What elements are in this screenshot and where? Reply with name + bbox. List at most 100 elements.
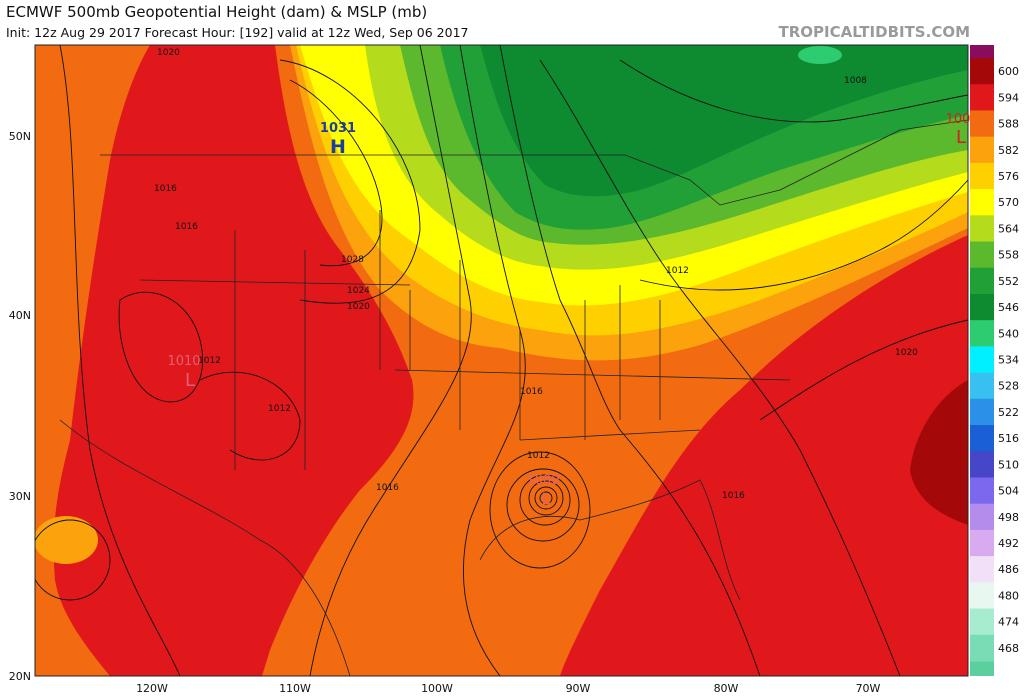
isobar-label: 1016 bbox=[154, 184, 177, 194]
colorbar-label: 600 bbox=[998, 65, 1019, 78]
colorbar-label: 480 bbox=[998, 589, 1019, 602]
colorbar-swatch bbox=[970, 372, 994, 400]
isobar bbox=[489, 451, 591, 569]
pressure-value: 1010 bbox=[167, 354, 200, 369]
pressure-letter: L bbox=[956, 127, 966, 148]
height-field bbox=[910, 380, 968, 525]
colorbar-swatch bbox=[970, 398, 994, 426]
colorbar-swatch bbox=[970, 425, 994, 452]
colorbar-label: 498 bbox=[998, 511, 1019, 524]
isobar bbox=[519, 474, 571, 526]
lat-label: 20N bbox=[9, 670, 31, 683]
pressure-value: 1000 bbox=[526, 473, 559, 488]
isobar bbox=[506, 468, 580, 542]
border bbox=[139, 210, 791, 470]
isobar bbox=[459, 45, 526, 676]
lon-label: 100W bbox=[421, 682, 453, 695]
lat-label: 30N bbox=[9, 490, 31, 503]
colorbar-swatch bbox=[970, 608, 994, 636]
subtitle: Init: 12z Aug 29 2017 Forecast Hour: [19… bbox=[6, 25, 469, 40]
colorbar-label: 510 bbox=[998, 458, 1019, 471]
lon-label: 110W bbox=[279, 682, 311, 695]
colorbar-swatch bbox=[970, 556, 994, 583]
colorbar-swatch bbox=[970, 110, 994, 138]
colorbar-label: 468 bbox=[998, 642, 1019, 655]
isobar bbox=[528, 480, 564, 516]
colorbar-label: 522 bbox=[998, 406, 1019, 419]
border bbox=[100, 119, 968, 206]
isobar-label: 1012 bbox=[198, 356, 221, 366]
colorbar-label: 570 bbox=[998, 196, 1019, 209]
colorbar-label: 528 bbox=[998, 380, 1019, 393]
site-name: TROPICALTIDBITS.COM bbox=[779, 23, 971, 41]
isobar bbox=[639, 179, 968, 291]
colorbar-swatch bbox=[970, 320, 994, 347]
isobar bbox=[199, 371, 301, 461]
isobar bbox=[118, 291, 204, 403]
height-field bbox=[480, 45, 968, 197]
isobar bbox=[759, 319, 968, 421]
height-field bbox=[35, 45, 75, 510]
pressure-letter: L bbox=[542, 489, 551, 508]
colorbar-label: 540 bbox=[998, 327, 1019, 340]
isobar-label: 1020 bbox=[347, 302, 370, 312]
isobar bbox=[539, 59, 901, 676]
isobar-label: 1016 bbox=[376, 483, 399, 493]
colorbar: 600 594 588 582 576 570 564 558 552 546 540 534 528 5… bbox=[970, 45, 1019, 676]
colorbar-label: 588 bbox=[998, 118, 1019, 131]
colorbar-cap bbox=[970, 661, 994, 676]
pressure-letter: H bbox=[330, 136, 346, 158]
title: ECMWF 500mb Geopotential Height (dam) & … bbox=[6, 3, 427, 21]
border bbox=[59, 419, 741, 676]
isobar bbox=[309, 45, 472, 676]
colorbar-swatch bbox=[970, 136, 994, 164]
lat-label: 40N bbox=[9, 309, 31, 322]
isobar bbox=[289, 79, 383, 267]
lat-label: 50N bbox=[9, 130, 31, 143]
colorbar-label: 486 bbox=[998, 563, 1019, 576]
colorbar-label: 594 bbox=[998, 91, 1019, 104]
isobar-label: 1024 bbox=[347, 286, 370, 296]
colorbar-label: 516 bbox=[998, 432, 1019, 445]
colorbar-swatch bbox=[970, 84, 994, 111]
colorbar-swatch bbox=[970, 451, 994, 478]
colorbar-swatch bbox=[970, 529, 994, 557]
isobar-label: 1016 bbox=[520, 387, 543, 397]
colorbar-cap bbox=[970, 45, 994, 58]
colorbar-label: 582 bbox=[998, 144, 1019, 157]
colorbar-label: 504 bbox=[998, 485, 1019, 498]
isobar bbox=[539, 491, 553, 505]
height-field bbox=[798, 46, 842, 64]
isobar-label: 1012 bbox=[527, 451, 550, 461]
colorbar-swatch bbox=[970, 293, 994, 321]
height-field bbox=[53, 45, 414, 676]
isobar-label: 1028 bbox=[341, 255, 364, 265]
isobar-label: 1020 bbox=[895, 348, 918, 358]
lon-label: 120W bbox=[136, 682, 168, 695]
isobar-label: 1016 bbox=[722, 491, 745, 501]
colorbar-swatch bbox=[970, 215, 994, 243]
colorbar-swatch bbox=[970, 58, 994, 85]
colorbar-swatch bbox=[970, 503, 994, 531]
isobar-label: 1012 bbox=[268, 404, 291, 414]
pressure-letter: L bbox=[185, 370, 195, 391]
isobar bbox=[534, 486, 558, 510]
colorbar-label: 552 bbox=[998, 275, 1019, 288]
colorbar-swatch bbox=[970, 634, 994, 662]
pressure-value: 100 bbox=[946, 112, 971, 127]
colorbar-label: 564 bbox=[998, 222, 1019, 235]
isobar-label: 1016 bbox=[175, 222, 198, 232]
pressure-value: 1031 bbox=[320, 121, 356, 136]
isobar bbox=[59, 45, 181, 676]
colorbar-swatch bbox=[970, 582, 994, 610]
colorbar-swatch bbox=[970, 162, 994, 190]
colorbar-swatch bbox=[970, 241, 994, 269]
isobar-label: 1008 bbox=[844, 76, 867, 86]
colorbar-swatch bbox=[970, 346, 994, 374]
colorbar-label: 546 bbox=[998, 301, 1019, 314]
colorbar-swatch bbox=[970, 189, 994, 216]
lon-label: 80W bbox=[714, 682, 739, 695]
isobar bbox=[35, 519, 111, 601]
colorbar-label: 576 bbox=[998, 170, 1019, 183]
